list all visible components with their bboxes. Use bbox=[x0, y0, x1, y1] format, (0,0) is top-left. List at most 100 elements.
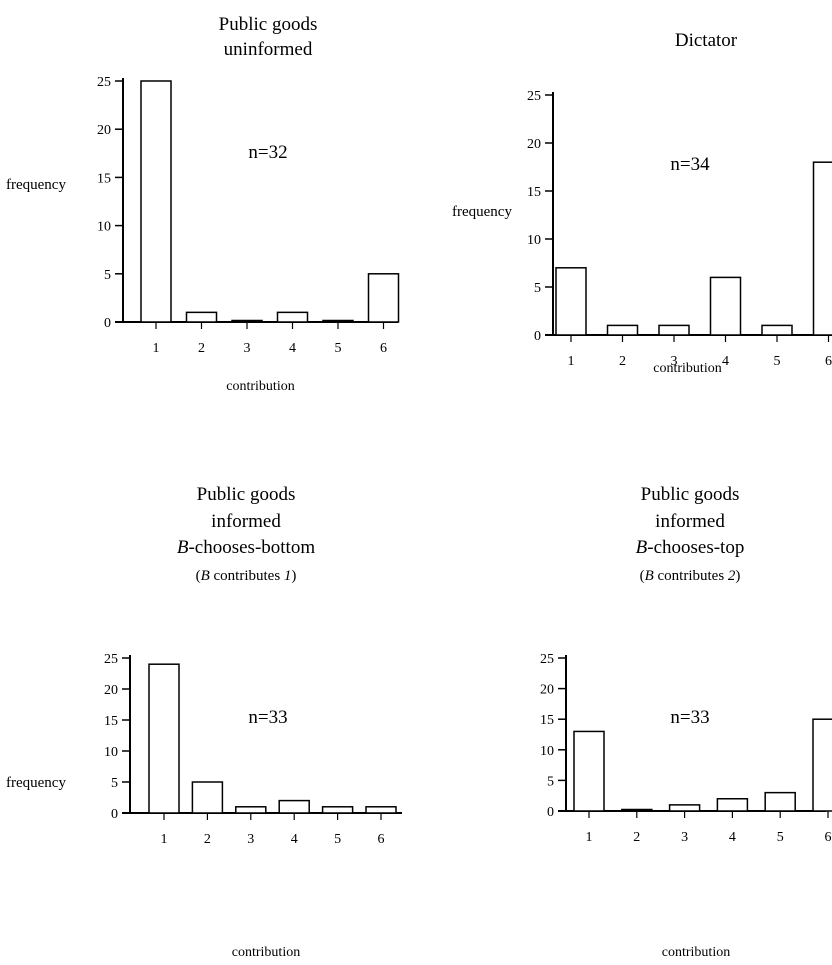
y-tick-label: 15 bbox=[540, 713, 554, 728]
subtitle-part: ) bbox=[291, 568, 296, 584]
title-emph-rest: -chooses-top bbox=[647, 537, 744, 558]
chart-title-line: B-chooses-bottom bbox=[177, 537, 315, 558]
x-axis-label: contribution bbox=[662, 945, 730, 960]
chart-title-line: uninformed bbox=[224, 39, 313, 60]
y-axis-label: frequency bbox=[6, 177, 66, 193]
histogram-bar bbox=[278, 799, 310, 814]
x-tick-label: 5 bbox=[335, 341, 342, 356]
histogram-bar bbox=[555, 267, 587, 336]
x-tick-label: 1 bbox=[568, 354, 575, 369]
subtitle-part: ) bbox=[735, 568, 740, 584]
sample-size-annotation: n=34 bbox=[670, 154, 710, 175]
x-tick-label: 5 bbox=[777, 830, 784, 845]
title-emph-rest: -chooses-bottom bbox=[188, 537, 315, 558]
subtitle-part: 2 bbox=[728, 568, 736, 584]
y-tick-label: 0 bbox=[534, 329, 541, 344]
y-tick-label: 25 bbox=[104, 652, 118, 667]
subtitle-part: contributes bbox=[654, 568, 728, 584]
histogram-bar bbox=[148, 663, 180, 814]
histogram-bar bbox=[140, 80, 172, 323]
chart-title-line: informed bbox=[211, 511, 281, 532]
histogram-bar bbox=[276, 311, 309, 323]
histogram-bar bbox=[709, 276, 742, 336]
histogram-bar bbox=[573, 730, 605, 812]
histogram-bar bbox=[658, 324, 690, 336]
histogram-bar bbox=[365, 806, 397, 814]
y-tick-label: 15 bbox=[104, 714, 118, 729]
x-tick-label: 4 bbox=[289, 341, 296, 356]
y-tick-label: 0 bbox=[547, 805, 554, 820]
x-tick-label: 1 bbox=[153, 341, 160, 356]
chart-title-line: B-chooses-top bbox=[636, 537, 745, 558]
subtitle-part: 1 bbox=[284, 568, 292, 584]
sample-size-annotation: n=33 bbox=[248, 707, 287, 728]
y-tick-label: 10 bbox=[527, 233, 541, 248]
x-tick-label: 1 bbox=[586, 830, 593, 845]
y-tick-label: 15 bbox=[97, 171, 111, 186]
x-tick-label: 1 bbox=[161, 832, 168, 847]
y-tick-label: 20 bbox=[540, 683, 554, 698]
y-tick-label: 25 bbox=[540, 652, 554, 667]
chart-title-line: Public goods bbox=[219, 14, 318, 35]
histogram-bar bbox=[812, 161, 832, 336]
x-tick-label: 4 bbox=[291, 832, 298, 847]
chart-subtitle: (B contributes 2) bbox=[640, 568, 741, 584]
x-tick-label: 4 bbox=[722, 354, 729, 369]
x-tick-label: 3 bbox=[671, 354, 678, 369]
x-axis-label: contribution bbox=[653, 361, 721, 376]
subtitle-part: ( bbox=[196, 568, 201, 584]
x-tick-label: 6 bbox=[825, 354, 832, 369]
histogram-panel: Dictator 0 5 10 15 20 25 1 2 3 4 5 6 n=34 contribution… bbox=[452, 30, 832, 376]
y-tick-label: 15 bbox=[527, 185, 541, 200]
y-axis-label: frequency bbox=[452, 204, 512, 220]
x-tick-label: 2 bbox=[619, 354, 626, 369]
subtitle-part: contributes bbox=[210, 568, 284, 584]
histogram-bar bbox=[185, 311, 218, 323]
histogram-bar bbox=[231, 319, 263, 323]
subtitle-part: B bbox=[201, 568, 210, 584]
y-tick-label: 10 bbox=[540, 744, 554, 759]
x-tick-label: 6 bbox=[380, 341, 387, 356]
title-emph-italic: B bbox=[636, 537, 648, 558]
chart-title-line: Dictator bbox=[675, 30, 738, 51]
x-tick-label: 3 bbox=[681, 830, 688, 845]
y-tick-label: 25 bbox=[527, 89, 541, 104]
x-tick-label: 2 bbox=[633, 830, 640, 845]
subtitle-part: B bbox=[645, 568, 654, 584]
x-tick-label: 3 bbox=[247, 832, 254, 847]
histogram-bar bbox=[761, 324, 793, 336]
histogram-bar bbox=[191, 781, 224, 814]
x-tick-label: 6 bbox=[378, 832, 385, 847]
chart-title-line: informed bbox=[655, 511, 725, 532]
histogram-panel: Public goods uninformed 0 5 10 15 20 25 1 2 3 4 5 6 n=… bbox=[6, 14, 400, 394]
histogram-bar bbox=[321, 806, 354, 814]
sample-size-annotation: n=32 bbox=[248, 142, 287, 163]
y-tick-label: 20 bbox=[97, 123, 111, 138]
x-tick-label: 3 bbox=[244, 341, 251, 356]
histogram-bar bbox=[716, 798, 749, 812]
x-axis-label: contribution bbox=[232, 945, 300, 960]
histogram-bar bbox=[764, 791, 796, 812]
y-axis-label: frequency bbox=[6, 775, 66, 791]
x-tick-label: 6 bbox=[825, 830, 832, 845]
chart-subtitle: (B contributes 1) bbox=[196, 568, 297, 584]
x-tick-label: 2 bbox=[204, 832, 211, 847]
sample-size-annotation: n=33 bbox=[670, 707, 709, 728]
y-tick-label: 5 bbox=[104, 268, 111, 283]
x-tick-label: 4 bbox=[729, 830, 736, 845]
histogram-bar bbox=[322, 319, 354, 323]
x-tick-label: 2 bbox=[198, 341, 205, 356]
histogram-bar bbox=[606, 324, 639, 336]
y-tick-label: 10 bbox=[97, 220, 111, 235]
chart-title-line: Public goods bbox=[641, 484, 740, 505]
y-tick-label: 20 bbox=[104, 683, 118, 698]
histogram-bar bbox=[668, 804, 701, 812]
histogram-bar bbox=[235, 806, 267, 814]
x-tick-label: 5 bbox=[334, 832, 341, 847]
y-tick-label: 0 bbox=[104, 316, 111, 331]
title-emph-italic: B bbox=[177, 537, 189, 558]
y-tick-label: 20 bbox=[527, 137, 541, 152]
y-tick-label: 0 bbox=[111, 807, 118, 822]
